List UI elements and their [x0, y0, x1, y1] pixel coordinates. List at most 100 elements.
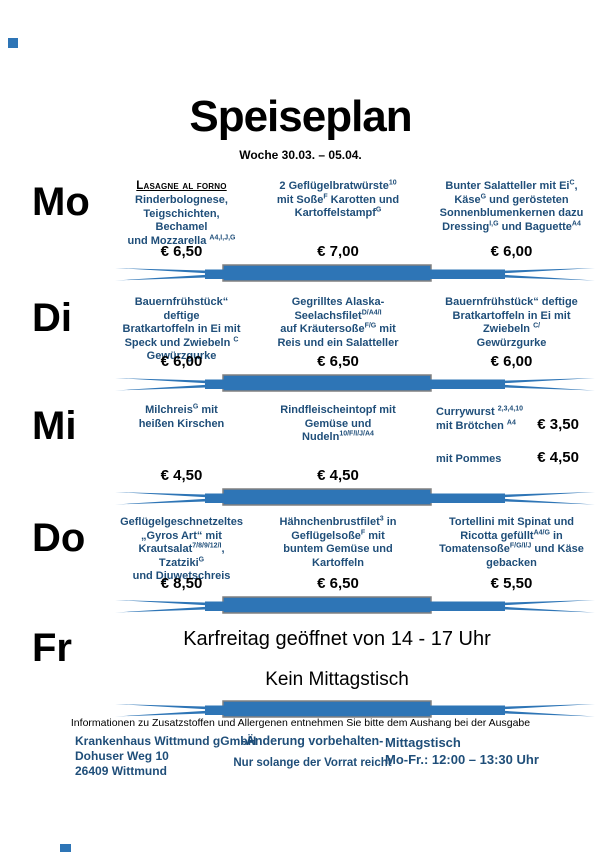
footer-address-line: Krankenhaus Wittmund gGmbH — [75, 734, 257, 748]
allergen-code: G — [198, 555, 205, 563]
allergen-code: G — [192, 403, 199, 411]
day-row-di: Di Bauernfrühstück“ deftige Bratkartoffel… — [0, 294, 601, 394]
allergen-code: G — [375, 206, 382, 214]
allergen-code: G — [480, 192, 487, 200]
allergen-code: A4 — [571, 219, 581, 227]
day-label-di: Di — [32, 296, 72, 340]
footer-stock-note: Nur solange der Vorrat reicht — [233, 757, 392, 769]
menu-item-text: Bauernfrühstück“ deftige Bratkartoffeln … — [122, 296, 241, 362]
day-label-mo: Mo — [32, 180, 90, 224]
footer-notes: -Änderung vorbehalten- Nur solange der V… — [225, 734, 400, 769]
allergen-code: A4/G — [533, 528, 550, 536]
ribbon-divider-graphic — [115, 264, 595, 282]
menu-item: Bauernfrühstück“ deftige Bratkartoffeln … — [113, 294, 250, 374]
menu-item-price: € 6,50 — [317, 353, 359, 370]
ribbon-divider — [113, 264, 597, 284]
footer-lunch-title: Mittagstisch — [385, 735, 461, 750]
menu-item-text: Rinderbolognese, Teigschichten, Bechamel… — [127, 194, 236, 247]
menu-item: Gegrilltes Alaska- SeelachsfiletD/A4/I a… — [250, 294, 426, 374]
menu-item-price: € 7,00 — [317, 243, 359, 260]
menu-item-price: € 6,00 — [160, 353, 203, 370]
closed-notice-line: Kein Mittagstisch — [265, 669, 409, 690]
allergen-code: I,G — [489, 219, 499, 227]
footer-change-note: -Änderung vorbehalten- — [241, 734, 384, 748]
menu-item-variant: mit Pommes € 4,50 — [430, 449, 593, 466]
menu-item-text: Currywurst 2,3,4,10 mit Brötchen A4 — [436, 405, 524, 432]
allergen-code: 10/F/I/J/A4 — [339, 430, 374, 438]
menu-item-text: Tortellini mit Spinat und Ricotta gefüll… — [439, 516, 584, 569]
menu-item: Hähnchenbrustfilet3 in GeflügelsoßeF mit… — [250, 514, 426, 596]
menu-item-price: € 6,00 — [490, 243, 533, 260]
allergen-code: A4 — [506, 418, 516, 426]
allergen-code: C/ — [533, 322, 541, 330]
menu-item: Bauernfrühstück“ deftige Bratkartoffeln … — [426, 294, 597, 374]
ribbon-divider — [113, 374, 597, 394]
allergen-code: F/G — [364, 322, 377, 330]
menu-item-text: 2 Geflügelbratwürste10 mit SoßeF Karotte… — [276, 179, 400, 219]
menu-item-price: € 5,50 — [490, 575, 533, 592]
allergen-code: C — [569, 179, 575, 187]
closed-notice-line: Karfreitag geöffnet von 14 - 17 Uhr — [183, 628, 491, 650]
allergen-code: 10 — [388, 179, 397, 187]
allergen-code: 3 — [379, 515, 384, 523]
menu-item: Tortellini mit Spinat und Ricotta gefüll… — [426, 514, 597, 596]
footer-address: Krankenhaus Wittmund gGmbH Dohuser Weg 1… — [75, 734, 256, 779]
menu-item: Bunter Salatteller mit EiC, KäseG und ge… — [426, 178, 597, 264]
allergen-code: 2,3,4,10 — [497, 405, 524, 413]
page-title: Speiseplan — [189, 92, 412, 141]
allergen-code: 7/8/9/12/I — [192, 542, 222, 550]
corner-mark-top — [8, 38, 18, 48]
ribbon-divider-graphic — [115, 488, 595, 506]
menu-item-price: € 4,50 — [317, 467, 359, 484]
closed-notice: Karfreitag geöffnet von 14 - 17 Uhr Kein … — [113, 624, 601, 700]
menu-item: Rindfleischeintopf mit Gemüse und Nudeln… — [250, 402, 426, 488]
menu-item-heading: Lasagne al forno — [136, 180, 227, 192]
menu-item-price: € 4,50 — [537, 449, 579, 466]
day-label-do: Do — [32, 516, 86, 560]
menu-item-price: € 8,50 — [160, 575, 203, 592]
footer-lunch-hours: Mo-Fr.: 12:00 – 13:30 Uhr — [385, 752, 539, 767]
ribbon-divider-graphic — [115, 700, 595, 718]
ribbon-divider — [113, 488, 597, 508]
day-row-do: Do Geflügelgeschnetzeltes „Gyros Art“ mit… — [0, 514, 601, 616]
menu-item: 2 Geflügelbratwürste10 mit SoßeF Karotte… — [250, 178, 426, 264]
menu-item-text: Bauernfrühstück“ deftige Bratkartoffeln … — [445, 296, 578, 349]
day-label-fr: Fr — [32, 626, 72, 670]
menu-rows: Mo Lasagne al forno Rinderbolognese, Teigs… — [0, 178, 601, 720]
menu-item-text: Gegrilltes Alaska- SeelachsfiletD/A4/I a… — [277, 296, 399, 349]
ribbon-divider — [113, 596, 597, 616]
day-label-mi: Mi — [32, 404, 77, 448]
menu-item-variant: Currywurst 2,3,4,10 mit Brötchen A4 € 3,5… — [430, 405, 593, 433]
allergen-info-line: Informationen zu Zusatzstoffen und Aller… — [70, 717, 531, 729]
menu-item: Geflügelgeschnetzeltes „Gyros Art“ mit K… — [113, 514, 250, 596]
menu-item-text: mit Pommes — [436, 452, 502, 465]
ribbon-divider-graphic — [115, 374, 595, 392]
day-row-fr: Fr Karfreitag geöffnet von 14 - 17 Uhr Kei… — [0, 624, 601, 720]
day-row-mo: Mo Lasagne al forno Rinderbolognese, Teigs… — [0, 178, 601, 284]
allergen-code: C — [233, 335, 239, 343]
allergen-code: F — [323, 192, 328, 200]
ribbon-divider — [113, 700, 597, 720]
menu-item-text: Hähnchenbrustfilet3 in GeflügelsoßeF mit… — [279, 515, 397, 569]
allergen-code: A4,I,J,G — [209, 233, 236, 241]
menu-item-price: € 4,50 — [160, 467, 203, 484]
menu-item: MilchreisG mit heißen Kirschen € 4,50 — [113, 402, 250, 488]
menu-item-price: € 6,50 — [317, 575, 359, 592]
ribbon-divider-graphic — [115, 596, 595, 614]
footer-address-line: Dohuser Weg 10 — [75, 749, 169, 763]
menu-item-text: Rindfleischeintopf mit Gemüse und Nudeln… — [280, 404, 396, 443]
menu-item-text: Bunter Salatteller mit EiC, KäseG und ge… — [439, 179, 584, 233]
menu-item-text: MilchreisG mit heißen Kirschen — [138, 403, 225, 430]
menu-item-price: € 3,50 — [537, 416, 579, 433]
menu-item-text: Geflügelgeschnetzeltes „Gyros Art“ mit K… — [120, 516, 243, 582]
footer-lunch-info: Mittagstisch Mo-Fr.: 12:00 – 13:30 Uhr — [385, 734, 539, 768]
allergen-code: F/G/I/J — [509, 542, 532, 550]
allergen-code: F — [360, 528, 366, 536]
menu-item: Currywurst 2,3,4,10 mit Brötchen A4 € 3,5… — [426, 402, 597, 488]
allergen-code: D/A4/I — [361, 308, 382, 316]
menu-item: Lasagne al forno Rinderbolognese, Teigsch… — [113, 178, 250, 264]
menu-item-price: € 6,00 — [490, 353, 533, 370]
menu-item-price: € 6,50 — [160, 243, 203, 260]
footer-address-line: 26409 Wittmund — [75, 764, 167, 778]
